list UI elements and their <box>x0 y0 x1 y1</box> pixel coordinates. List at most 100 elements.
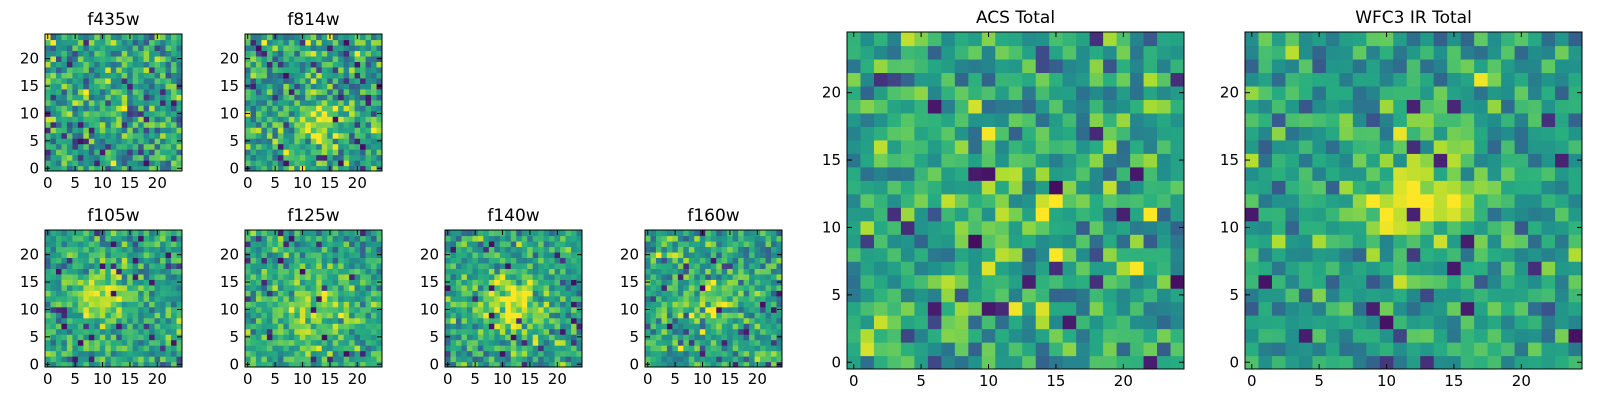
heatmap-cell <box>50 323 57 330</box>
heatmap-cell <box>88 235 95 242</box>
heatmap-cell <box>954 45 969 60</box>
heatmap-cell <box>316 262 323 269</box>
heatmap-cell <box>483 284 490 291</box>
heatmap-cell <box>94 251 101 258</box>
heatmap-cell <box>160 339 167 346</box>
heatmap-cell <box>176 34 182 41</box>
heatmap-cell <box>77 361 84 367</box>
heatmap-cell <box>55 149 63 156</box>
heatmap-cell <box>376 121 382 128</box>
heatmap-cell <box>483 279 490 286</box>
heatmap-cell <box>61 83 68 90</box>
heatmap-cell <box>110 306 117 313</box>
heatmap-cell <box>1474 193 1489 208</box>
heatmap-cell <box>143 350 150 357</box>
heatmap-cell <box>1298 153 1313 168</box>
heatmap-cell <box>565 345 572 352</box>
heatmap-cell <box>941 328 956 343</box>
heatmap-cell <box>941 207 956 222</box>
heatmap-cell <box>266 328 273 335</box>
heatmap-cell <box>1170 139 1184 154</box>
heatmap-cell <box>371 94 378 101</box>
heatmap-cell <box>954 72 969 87</box>
heatmap-cell <box>543 312 550 319</box>
heatmap-cell <box>266 55 273 62</box>
heatmap-cell <box>321 127 328 134</box>
heatmap-cell <box>1339 342 1354 357</box>
heatmap-cell <box>488 317 495 324</box>
heatmap-cell <box>532 279 539 286</box>
heatmap-cell <box>571 317 578 324</box>
heatmap-cell <box>743 262 750 269</box>
heatmap-cell <box>1474 261 1489 276</box>
heatmap-cell <box>1339 288 1354 303</box>
heatmap-cell <box>1035 58 1050 74</box>
heatmap-cell <box>354 72 361 79</box>
x-tick-label: 5 <box>470 370 480 388</box>
heatmap-cell <box>968 261 983 276</box>
heatmap-cell <box>288 361 295 367</box>
heatmap-cell <box>105 339 112 346</box>
heatmap-cell <box>176 235 182 242</box>
heatmap-cell <box>255 39 263 46</box>
heatmap-cell <box>645 295 652 302</box>
heatmap-cell <box>94 127 101 134</box>
heatmap-cell <box>176 350 182 357</box>
heatmap-cell <box>738 290 745 297</box>
heatmap-cell <box>1022 234 1037 249</box>
heatmap-cell <box>83 246 90 253</box>
heatmap-cell <box>349 72 356 79</box>
heatmap-cell <box>83 235 90 242</box>
heatmap-cell <box>77 116 84 123</box>
heatmap-cell <box>138 240 145 248</box>
heatmap-cell <box>538 328 545 335</box>
heatmap-cell <box>754 262 761 269</box>
heatmap-cell <box>1076 234 1091 249</box>
heatmap-cell <box>554 273 561 280</box>
y-tick-label: 0 <box>629 355 639 373</box>
heatmap-cell <box>127 246 134 253</box>
heatmap-cell <box>332 312 339 319</box>
heatmap-cell <box>1245 220 1260 235</box>
heatmap-cell <box>66 257 73 264</box>
heatmap-cell <box>121 61 128 68</box>
heatmap-cell <box>365 110 372 117</box>
heatmap-cell <box>445 317 452 324</box>
heatmap-cell <box>560 356 567 363</box>
heatmap-cell <box>914 193 929 208</box>
heatmap-cell <box>55 334 63 341</box>
heatmap-cell <box>316 72 323 79</box>
heatmap-cell <box>914 342 929 357</box>
heatmap-cell <box>365 284 372 291</box>
heatmap-cell <box>88 55 95 62</box>
heatmap-cell <box>776 350 782 357</box>
heatmap-cell <box>343 165 350 171</box>
heatmap-cell <box>532 257 539 264</box>
heatmap-cell <box>655 356 663 363</box>
heatmap-cell <box>887 261 902 276</box>
heatmap-cell <box>272 323 279 330</box>
heatmap-cell <box>532 284 539 291</box>
heatmap-cell <box>332 306 339 313</box>
heatmap-cell <box>94 345 101 352</box>
heatmap-cell <box>645 235 652 242</box>
heatmap-cell <box>1103 220 1118 235</box>
heatmap-cell <box>1157 315 1172 330</box>
heatmap-cell <box>250 143 257 150</box>
heatmap-cell <box>1285 261 1300 276</box>
heatmap-cell <box>1245 247 1260 262</box>
heatmap-cell <box>738 246 745 253</box>
heatmap-cell <box>171 160 178 167</box>
heatmap-cell <box>338 350 345 357</box>
heatmap-cell <box>650 317 657 324</box>
heatmap-cell <box>171 66 178 73</box>
heatmap-cell <box>1130 261 1145 276</box>
heatmap-cell <box>127 50 134 57</box>
heatmap-cell <box>941 315 956 330</box>
heatmap-cell <box>83 323 90 330</box>
heatmap-cell <box>66 246 73 253</box>
heatmap-cell <box>365 50 372 57</box>
heatmap-cell <box>466 361 473 367</box>
heatmap-cell <box>176 105 182 112</box>
heatmap-cell <box>860 126 875 141</box>
